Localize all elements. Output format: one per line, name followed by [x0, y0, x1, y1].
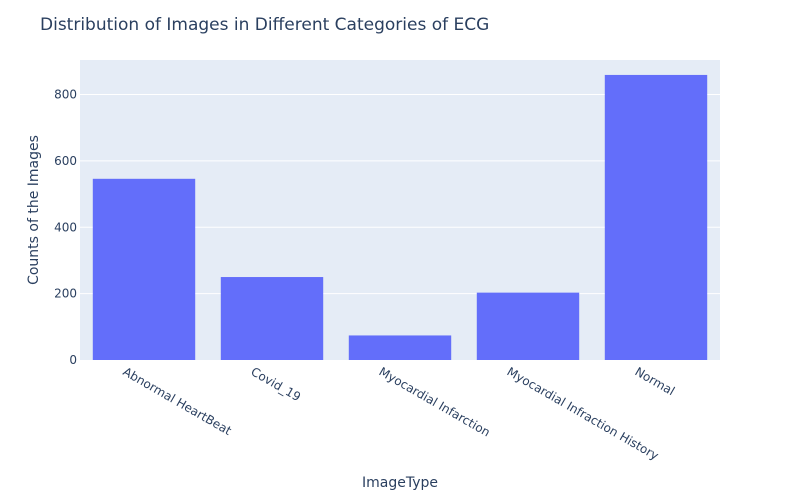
y-tick-label: 0 — [69, 353, 77, 367]
bar — [476, 292, 580, 360]
x-axis-title: ImageType — [362, 475, 438, 491]
bar — [220, 277, 324, 360]
x-tick-label: Abnormal HeartBeat — [121, 364, 235, 438]
y-ticks: 0 200 400 600 800 — [54, 88, 77, 367]
x-ticks: Abnormal HeartBeat Covid_19 Myocardial Inf… — [121, 364, 678, 462]
y-tick-label: 200 — [54, 287, 77, 301]
bar — [348, 335, 452, 360]
x-tick-label: Myocardial Infarction — [377, 364, 493, 439]
bars — [92, 74, 708, 361]
y-axis-title: Counts of the Images — [26, 135, 42, 285]
bar — [92, 178, 196, 360]
y-tick-label: 800 — [54, 88, 77, 102]
x-tick-label: Covid_19 — [249, 364, 304, 404]
x-tick-label: Normal — [633, 364, 678, 398]
bar — [604, 74, 708, 361]
y-tick-label: 400 — [54, 220, 77, 234]
y-tick-label: 600 — [54, 154, 77, 168]
chart-title: Distribution of Images in Different Cate… — [40, 15, 489, 35]
